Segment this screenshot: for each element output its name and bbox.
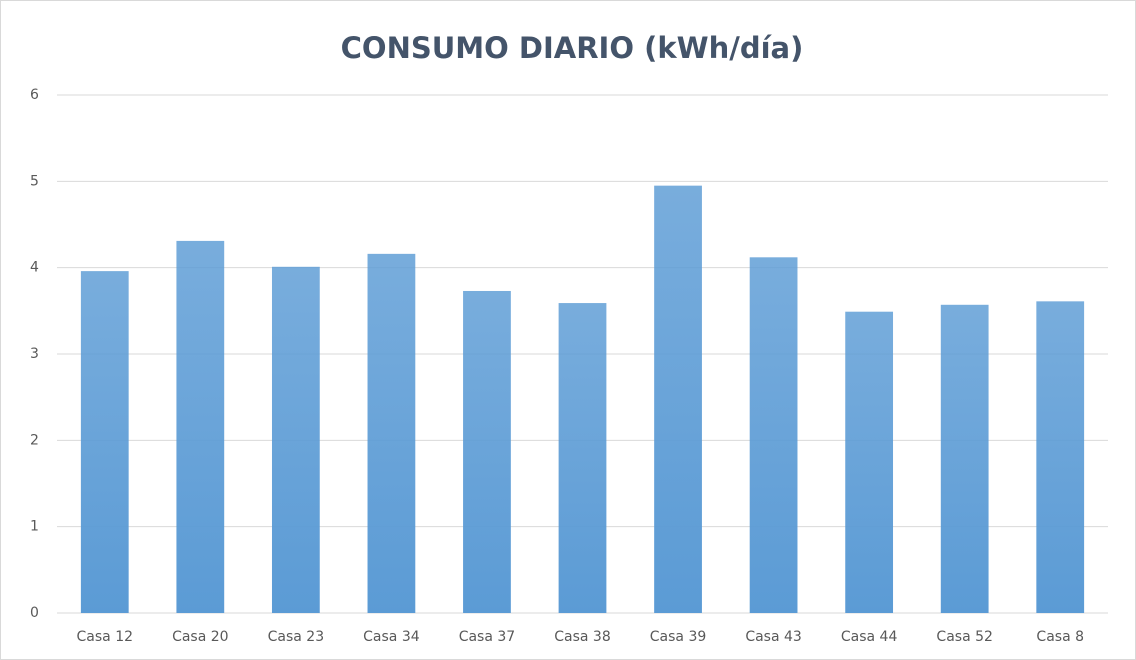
x-tick-label: Casa 39 bbox=[650, 629, 707, 645]
bar bbox=[367, 253, 416, 613]
x-tick-label: Casa 43 bbox=[745, 629, 802, 645]
x-tick-label: Casa 23 bbox=[268, 629, 325, 645]
y-tick-label: 1 bbox=[30, 519, 39, 535]
x-tick-label: Casa 8 bbox=[1036, 629, 1084, 645]
bar bbox=[463, 290, 511, 613]
y-tick-label: 3 bbox=[30, 346, 39, 362]
x-tick-label: Casa 20 bbox=[172, 629, 229, 645]
bar bbox=[940, 304, 989, 613]
x-tick-label: Casa 12 bbox=[77, 629, 134, 645]
bar bbox=[749, 257, 798, 613]
bar bbox=[176, 240, 225, 614]
x-tick-label: Casa 44 bbox=[841, 629, 898, 645]
bar bbox=[654, 185, 702, 613]
y-tick-label: 0 bbox=[30, 605, 39, 621]
bar bbox=[271, 266, 320, 613]
x-tick-label: Casa 34 bbox=[363, 629, 420, 645]
bar bbox=[1036, 301, 1085, 613]
y-tick-label: 4 bbox=[30, 260, 39, 276]
bar bbox=[558, 303, 607, 613]
x-tick-label: Casa 52 bbox=[936, 629, 993, 645]
y-tick-label: 2 bbox=[30, 432, 39, 448]
y-tick-label: 6 bbox=[30, 87, 39, 103]
x-tick-label: Casa 37 bbox=[459, 629, 516, 645]
bar bbox=[845, 311, 894, 613]
chart-title: CONSUMO DIARIO (kWh/día) bbox=[341, 31, 804, 65]
x-tick-label: Casa 38 bbox=[554, 629, 611, 645]
y-tick-label: 5 bbox=[30, 173, 39, 189]
bar bbox=[80, 271, 129, 613]
